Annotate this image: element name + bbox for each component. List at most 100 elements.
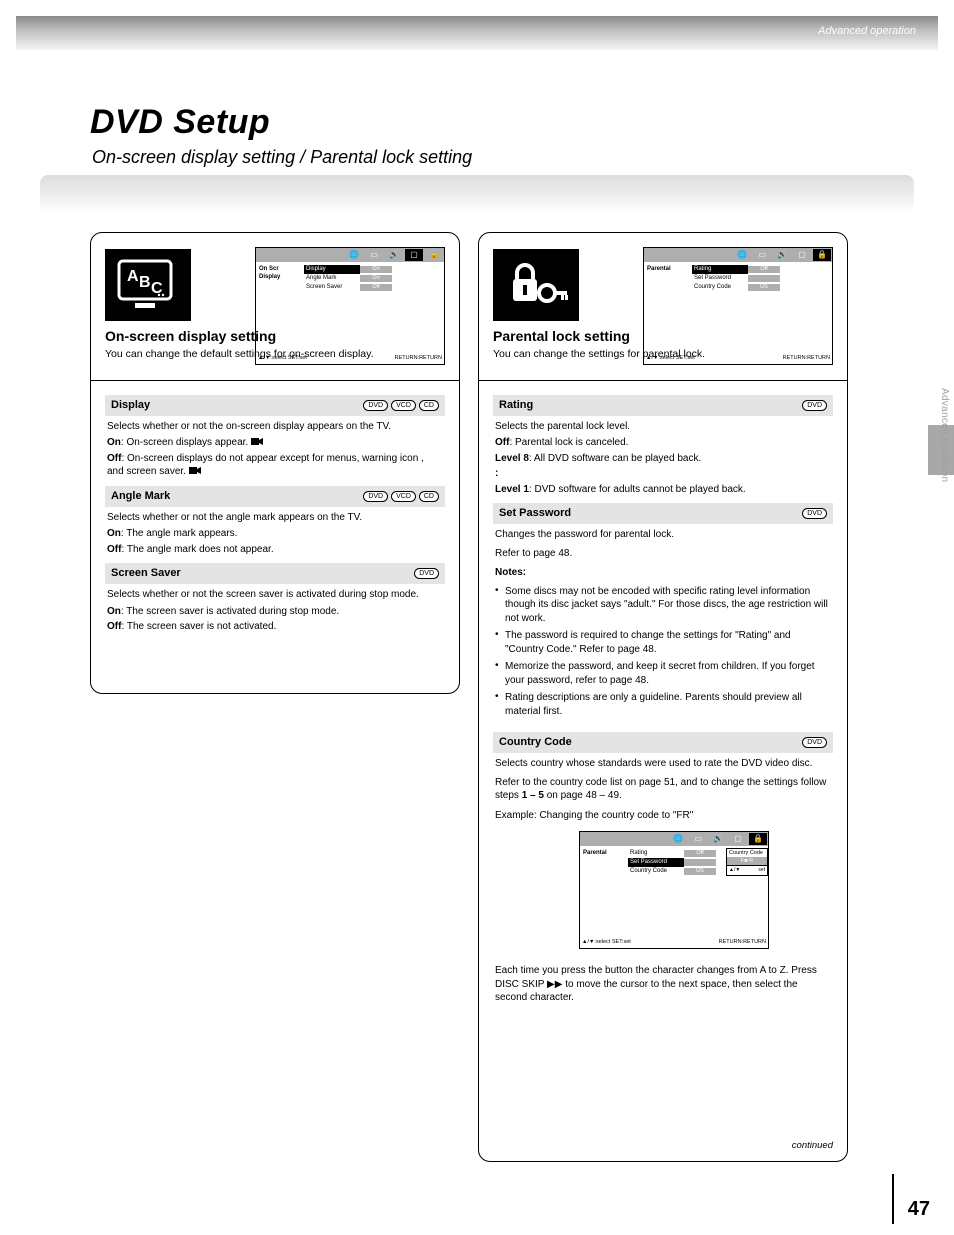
note-bullet: Memorize the password, and keep it secre… — [493, 658, 833, 689]
continued-label: continued — [792, 1140, 833, 1153]
osd-tabbar: 🌐 ▭ 🔊 ▢ 🔒 — [256, 248, 444, 262]
tab-audio-icon: 🔊 — [709, 833, 727, 845]
osd-row: Set Password — [692, 274, 784, 283]
media-pill: DVD — [363, 491, 388, 502]
svg-text:B: B — [139, 274, 151, 291]
item-text: Selects whether or not the angle mark ap… — [105, 507, 445, 527]
svg-text:A: A — [127, 268, 139, 285]
panel-header: 🌐 ▭ 🔊 ▢ 🔒 Parental RatingOff Set Passwor… — [479, 233, 847, 381]
title-bar — [40, 175, 914, 211]
item-text: Selects the parental lock level. — [493, 416, 833, 436]
abc-screen-icon: A B C — [105, 249, 191, 321]
tab-display-icon: ▢ — [405, 249, 423, 261]
panel-heading: Parental lock setting — [493, 327, 630, 346]
lock-key-icon — [493, 249, 579, 321]
item-option: On: The angle mark appears. — [105, 526, 445, 542]
item-text: Selects whether or not the screen saver … — [105, 584, 445, 604]
page-title: DVD Setup — [90, 100, 270, 146]
tab-audio-icon: 🔊 — [385, 249, 403, 261]
panel-desc: You can change the settings for parental… — [493, 347, 833, 361]
osd-tabbar: 🌐 ▭ 🔊 ▢ 🔒 — [580, 832, 768, 846]
osd-row: Country CodeUS — [692, 283, 784, 292]
tab-language-icon: 🌐 — [345, 249, 363, 261]
osd-row: Angle MarkOn — [304, 274, 396, 283]
tab-picture-icon: ▭ — [753, 249, 771, 261]
osd-row: Screen SaverOff — [304, 283, 396, 292]
tab-language-icon: 🌐 — [733, 249, 751, 261]
media-pill: DVD — [363, 400, 388, 411]
item-option: Off: On-screen displays do not appear ex… — [105, 451, 445, 480]
country-osd-note: Each time you press the button the chara… — [493, 961, 833, 1008]
item-option: : — [493, 466, 833, 482]
item-ref: Refer to the country code list on page 5… — [493, 773, 833, 806]
osd-country-example: 🌐 ▭ 🔊 ▢ 🔒 Parental RatingOff Set Passwor… — [579, 831, 769, 949]
page-subtitle: On-screen display setting / Parental loc… — [92, 145, 472, 169]
camera-icon — [189, 466, 201, 475]
osd-tabbar: 🌐 ▭ 🔊 ▢ 🔒 — [644, 248, 832, 262]
tab-picture-icon: ▭ — [689, 833, 707, 845]
chapter-label: Advanced operation — [818, 24, 916, 39]
tab-parental-icon: 🔒 — [749, 833, 767, 845]
popup-label: Country Code — [727, 849, 767, 857]
popup-hint: ▲/▼set — [727, 865, 767, 875]
parental-lock-panel: 🌐 ▭ 🔊 ▢ 🔒 Parental RatingOff Set Passwor… — [478, 232, 848, 1162]
osd-hint: ▲/▼:select SET:set RETURN:RETURN — [582, 939, 766, 946]
panel-body: Display DVD VCD CD Selects whether or no… — [91, 381, 459, 647]
tab-display-icon: ▢ — [793, 249, 811, 261]
example-note: Example: Changing the country code to "F… — [493, 806, 833, 826]
popup-value: F■ R — [727, 857, 767, 865]
osd-row: RatingOff — [628, 849, 720, 858]
media-pill: DVD — [802, 737, 827, 748]
item-head-rating: Rating DVD — [493, 395, 833, 416]
item-option: Level 8: All DVD software can be played … — [493, 451, 833, 467]
item-text: Selects whether or not the on-screen dis… — [105, 416, 445, 436]
onscreen-display-panel: A B C 🌐 ▭ 🔊 ▢ 🔒 On Scr Display DisplayOn… — [90, 232, 460, 694]
osd-row: DisplayOn — [304, 265, 396, 274]
panel-body: Rating DVD Selects the parental lock lev… — [479, 381, 847, 1020]
media-pill: CD — [419, 491, 439, 502]
media-pill: DVD — [414, 568, 439, 579]
media-pill: VCD — [391, 491, 416, 502]
item-option: Off: Parental lock is canceled. — [493, 435, 833, 451]
item-option: Off: The screen saver is not activated. — [105, 619, 445, 635]
osd-row: Country CodeUS — [628, 867, 720, 876]
camera-icon — [251, 437, 263, 446]
tab-language-icon: 🌐 — [669, 833, 687, 845]
page-number: 47 — [908, 1196, 930, 1223]
note-bullet: The password is required to change the s… — [493, 627, 833, 658]
note-bullet: Some discs may not be encoded with speci… — [493, 583, 833, 628]
item-option: Level 1: DVD software for adults cannot … — [493, 482, 833, 498]
osd-row: RatingOff — [692, 265, 784, 274]
tab-display-icon: ▢ — [729, 833, 747, 845]
media-pill: DVD — [802, 508, 827, 519]
tab-picture-icon: ▭ — [365, 249, 383, 261]
item-text: Selects country whose standards were use… — [493, 753, 833, 773]
page-number-rule — [892, 1174, 894, 1224]
tab-audio-icon: 🔊 — [773, 249, 791, 261]
item-text: Changes the password for parental lock. — [493, 524, 833, 544]
panel-desc: You can change the default settings for … — [105, 347, 445, 361]
item-ref: Refer to page 48. — [493, 544, 833, 564]
item-option: Off: The angle mark does not appear. — [105, 542, 445, 558]
panel-header: A B C 🌐 ▭ 🔊 ▢ 🔒 On Scr Display DisplayOn… — [91, 233, 459, 381]
notes-label: Notes: — [493, 563, 833, 583]
media-pill: DVD — [802, 400, 827, 411]
header-gradient — [16, 16, 938, 50]
tab-parental-icon: 🔒 — [425, 249, 443, 261]
osd-country-popup: Country Code F■ R ▲/▼set — [726, 848, 768, 876]
note-bullet: Rating descriptions are only a guideline… — [493, 689, 833, 720]
svg-text:C: C — [151, 280, 163, 297]
tab-parental-icon: 🔒 — [813, 249, 831, 261]
item-head-display: Display DVD VCD CD — [105, 395, 445, 416]
osd-row: Set Password — [628, 858, 720, 867]
osd-list: RatingOff Set Password Country CodeUS — [628, 846, 720, 950]
item-head-countrycode: Country Code DVD — [493, 732, 833, 753]
item-option: On: On-screen displays appear. — [105, 435, 445, 451]
media-pill: VCD — [391, 400, 416, 411]
item-head-setpassword: Set Password DVD — [493, 503, 833, 524]
osd-category: Parental — [580, 846, 628, 950]
panel-heading: On-screen display setting — [105, 327, 276, 346]
item-option: On: The screen saver is activated during… — [105, 604, 445, 620]
thumb-tab-label: Advanced operation — [929, 320, 951, 550]
item-head-anglemark: Angle Mark DVD VCD CD — [105, 486, 445, 507]
